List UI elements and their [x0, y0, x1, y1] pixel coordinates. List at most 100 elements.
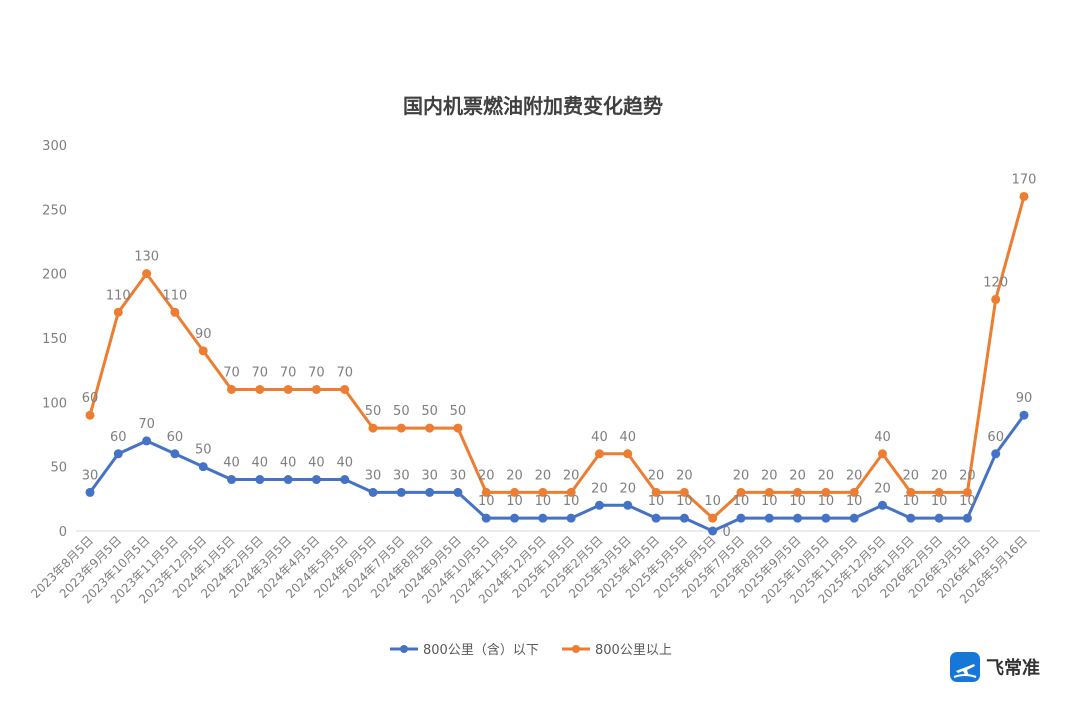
data-point: [651, 513, 661, 523]
data-label: 60: [167, 430, 184, 445]
plane-logo-icon: [950, 652, 980, 682]
data-label: 0: [723, 525, 731, 540]
data-point: [170, 307, 180, 317]
data-point: [255, 384, 265, 394]
data-point: [962, 513, 972, 523]
legend-item-series-1: 800公里（含）以下: [390, 642, 539, 658]
data-point: [453, 487, 463, 497]
data-label: 20: [874, 481, 891, 496]
data-label: 30: [365, 468, 382, 483]
y-tick-label: 0: [59, 525, 67, 540]
y-tick-label: 50: [50, 461, 67, 476]
data-point: [142, 269, 152, 279]
data-label: 20: [761, 468, 778, 483]
data-label: 10: [959, 494, 976, 509]
data-label: 40: [280, 456, 297, 471]
data-label: 40: [308, 456, 325, 471]
data-label: 30: [450, 468, 467, 483]
data-label: 20: [846, 468, 863, 483]
data-label: 10: [676, 494, 693, 509]
data-point: [991, 294, 1001, 304]
data-point: [623, 500, 633, 510]
data-point: [679, 513, 689, 523]
data-point: [425, 423, 435, 433]
data-label: 10: [535, 494, 552, 509]
data-label: 20: [563, 468, 580, 483]
data-point: [538, 513, 548, 523]
data-point: [425, 487, 435, 497]
data-point: [934, 513, 944, 523]
data-label: 20: [931, 468, 948, 483]
data-point: [538, 487, 548, 497]
brand-name: 飞常准: [986, 658, 1040, 679]
data-point: [510, 487, 520, 497]
data-point: [1019, 191, 1029, 201]
data-label: 60: [110, 430, 127, 445]
data-point: [1019, 410, 1029, 420]
data-point: [906, 513, 916, 523]
data-point: [594, 449, 604, 459]
data-label: 20: [733, 468, 750, 483]
data-point: [708, 513, 718, 523]
data-point: [849, 513, 859, 523]
series-line-1: [88, 413, 1026, 533]
data-label: 50: [195, 443, 212, 458]
data-point: [793, 487, 803, 497]
data-label: 30: [393, 468, 410, 483]
data-point: [906, 487, 916, 497]
data-label: 50: [393, 404, 410, 419]
x-axis: 2023年8月5日2023年9月5日2023年10月5日2023年11月5日20…: [28, 533, 1030, 606]
y-axis: 0 50 100 150 200 250 300: [42, 139, 67, 540]
data-point: [566, 487, 576, 497]
data-label: 10: [648, 494, 665, 509]
y-tick-label: 200: [42, 268, 67, 283]
brand-watermark: 飞常准: [950, 652, 1040, 682]
data-point: [481, 513, 491, 523]
data-label: 10: [733, 494, 750, 509]
data-label: 170: [1012, 172, 1037, 187]
data-point: [821, 513, 831, 523]
data-point: [227, 384, 237, 394]
data-point: [85, 410, 95, 420]
data-label: 20: [959, 468, 976, 483]
data-point: [311, 384, 321, 394]
data-label: 10: [761, 494, 778, 509]
data-label: 70: [138, 417, 155, 432]
data-point: [255, 475, 265, 485]
data-label: 10: [818, 494, 835, 509]
data-point: [708, 526, 718, 536]
data-label: 20: [903, 468, 920, 483]
data-label: 40: [619, 430, 636, 445]
data-point: [764, 513, 774, 523]
data-point: [481, 487, 491, 497]
chart-title: 国内机票燃油附加费变化趋势: [403, 94, 663, 118]
data-label: 10: [903, 494, 920, 509]
legend: 800公里（含）以下 800公里以上: [390, 642, 672, 658]
data-label: 90: [1016, 391, 1033, 406]
data-label: 40: [223, 456, 240, 471]
data-point: [311, 475, 321, 485]
data-label: 90: [195, 327, 212, 342]
data-label: 20: [506, 468, 523, 483]
data-label: 40: [252, 456, 269, 471]
data-point: [113, 307, 123, 317]
data-point: [283, 475, 293, 485]
data-label: 40: [591, 430, 608, 445]
y-tick-label: 150: [42, 332, 67, 347]
y-tick-label: 100: [42, 396, 67, 411]
legend-marker-series-1: [400, 645, 408, 653]
data-point: [368, 487, 378, 497]
data-point: [623, 449, 633, 459]
data-point: [368, 423, 378, 433]
data-label: 110: [106, 288, 131, 303]
data-point: [877, 500, 887, 510]
data-label: 20: [818, 468, 835, 483]
data-point: [793, 513, 803, 523]
data-point: [85, 487, 95, 497]
data-label: 30: [421, 468, 438, 483]
data-label: 10: [846, 494, 863, 509]
data-label: 10: [931, 494, 948, 509]
data-point: [227, 475, 237, 485]
data-point: [396, 423, 406, 433]
